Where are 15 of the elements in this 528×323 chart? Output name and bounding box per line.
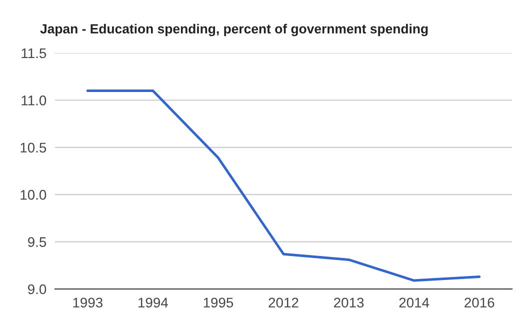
y-tick-label: 10.5 <box>20 142 46 153</box>
x-tick-label: 2013 <box>334 298 364 308</box>
y-tick-label: 9.5 <box>28 237 46 247</box>
x-tick-label: 2014 <box>399 298 430 308</box>
x-tick-label: 2016 <box>464 298 494 308</box>
y-tick-label: 9.0 <box>28 284 46 294</box>
y-tick-label: 11.5 <box>22 48 46 58</box>
chart-title: Japan - Education spending, percent of government spending <box>40 24 428 36</box>
line-series <box>86 90 481 282</box>
x-tick-label: 2012 <box>268 298 298 308</box>
y-tick-label: 10.0 <box>20 190 46 200</box>
x-tick-label: 1993 <box>73 298 102 308</box>
y-tick-label: 11.0 <box>22 96 46 106</box>
x-tick-label: 1995 <box>204 298 234 308</box>
x-tick-label: 1994 <box>138 298 168 308</box>
